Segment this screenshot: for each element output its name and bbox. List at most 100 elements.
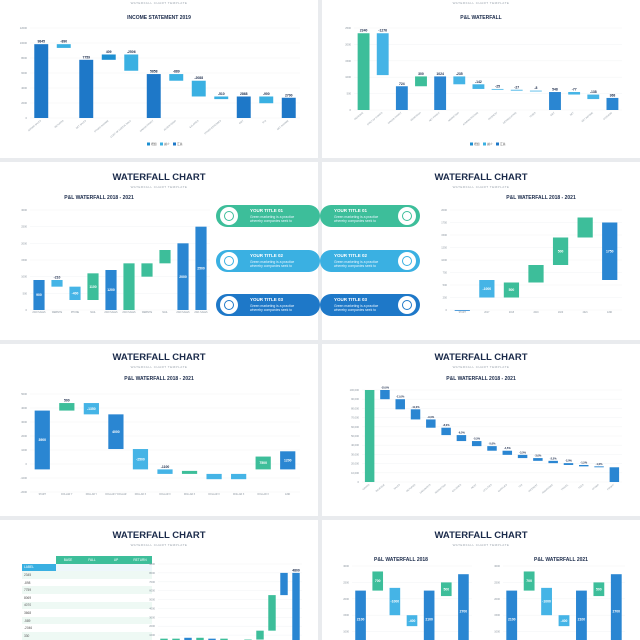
table-cell — [80, 609, 104, 617]
data-label: -889 — [173, 70, 180, 74]
table-cell: 4070 — [22, 601, 56, 610]
title-card-right-3[interactable]: YOUR TITLE 03 Green marketing is a pract… — [320, 294, 420, 316]
table-cell: -898 — [22, 578, 56, 587]
table-cell — [128, 631, 152, 640]
bar — [529, 90, 542, 92]
table-cell — [80, 601, 104, 610]
table-cell — [80, 616, 104, 625]
table-cell: -589 — [22, 616, 56, 625]
bar — [609, 467, 620, 482]
waterfall-chart-pl: 2500 2000 1500 1000 500 0 2340 REVENUE -1276 COST… — [345, 26, 622, 146]
title-card-left-2[interactable]: YOUR TITLE 02 Green marketing is a pract… — [216, 250, 320, 272]
x-tick-label: WEBSITE — [142, 312, 153, 314]
slide-title: WATERFALL CHART — [434, 172, 528, 183]
bar — [415, 76, 427, 87]
table-row: 330 — [22, 631, 152, 640]
x-tick-label: WEBSITE — [52, 312, 63, 314]
slide-8: WATERFALL CHART WATERFALL CHART TEMPLATE… — [322, 520, 640, 640]
bar — [441, 427, 451, 436]
x-tick-label: RENT — [471, 484, 478, 490]
x-tick-label: TRAVEL — [560, 483, 569, 491]
x-tick-label: 2019 — [533, 312, 539, 314]
title-card-right-1[interactable]: YOUR TITLE 01 Green marketing is a pract… — [320, 205, 420, 227]
x-tick-label: SALARIES — [452, 483, 463, 493]
data-label: -11,0% — [396, 395, 405, 399]
table-cell — [56, 571, 80, 579]
data-label: 4000 — [112, 430, 120, 434]
chart-title: P&L WATERFALL 2018 - 2021 — [446, 376, 516, 382]
slide-subtitle: WATERFALL CHART TEMPLATE — [130, 1, 188, 5]
title-card-left-3[interactable]: YOUR TITLE 03 Green marketing is a pract… — [216, 294, 320, 316]
data-label: -400 — [72, 292, 79, 296]
y-tick-label: 4000 — [149, 606, 155, 610]
y-tick-label: 2500 — [494, 580, 500, 584]
x-tick-label: REVENUE — [376, 484, 386, 493]
bar — [157, 469, 173, 474]
y-tick-label: 100,000 — [350, 388, 360, 392]
bar — [83, 403, 99, 415]
table-cell: -2046 — [22, 624, 56, 632]
y-tick-label: 500 — [443, 283, 448, 287]
table-cell: 330 — [22, 631, 56, 640]
data-label: 3900 — [38, 438, 46, 442]
bar — [587, 94, 600, 100]
x-tick-label: NET INCOME — [582, 112, 595, 123]
x-tick-label: RETURNS — [406, 484, 416, 493]
bar — [423, 590, 435, 640]
x-tick-label: DEPRECIATION — [502, 111, 517, 124]
table-cell — [128, 616, 152, 625]
data-label: -6,5% — [458, 431, 465, 435]
legend-label: 汇总 — [500, 142, 506, 146]
table-row: -898 — [22, 578, 152, 587]
table-cell — [104, 624, 128, 632]
handshake-icon — [398, 296, 416, 314]
x-tick-label: COST OF GOODS — [367, 112, 383, 126]
data-label: 1200 — [107, 288, 115, 292]
x-tick-label: END — [607, 312, 612, 314]
bar — [255, 456, 271, 470]
bar — [552, 237, 569, 265]
x-tick-label: ADMINISTRATION — [462, 111, 479, 126]
y-tick-label: 1000 — [441, 258, 447, 262]
x-tick-label: DOLLAR X — [159, 493, 171, 496]
card-text: Green marketing is a practice whereby co… — [334, 260, 379, 269]
table-cell — [104, 586, 128, 594]
bar — [456, 435, 467, 442]
title-card-left-1[interactable]: YOUR TITLE 01 Green marketing is a pract… — [216, 205, 320, 227]
legend-label: 汇总 — [177, 142, 183, 146]
bar — [576, 590, 587, 640]
table-cell — [80, 593, 104, 602]
bar — [594, 466, 604, 468]
data-label: -900 — [263, 92, 270, 96]
table-header: UP — [104, 556, 128, 564]
y-tick-label: 5000 — [149, 598, 155, 602]
x-tick-label: PROFIT — [607, 484, 615, 491]
y-tick-label: 60,000 — [351, 425, 359, 429]
table-cell — [56, 593, 80, 602]
bar — [195, 226, 207, 310]
y-tick-label: 1500 — [21, 258, 27, 262]
data-label: 2700 — [613, 609, 621, 613]
x-tick-label: DOLLAR X — [135, 493, 147, 496]
x-tick-label: NET INCOME — [277, 120, 290, 131]
table-cell — [104, 631, 128, 640]
waterfall-chart-dollars: 5000 4000 3000 2000 1000 0 -1000 -2000 3900 START… — [20, 392, 300, 496]
title-card-right-2[interactable]: YOUR TITLE 02 Green marketing is a pract… — [320, 250, 420, 272]
table-cell — [56, 624, 80, 632]
table-cell — [80, 586, 104, 594]
legend-swatch — [147, 142, 150, 146]
card-title: YOUR TITLE 03 — [334, 297, 368, 302]
bar — [395, 86, 408, 110]
x-tick-label: 2018 SALES — [32, 311, 46, 314]
slide-subtitle: WATERFALL CHART TEMPLATE — [452, 543, 510, 547]
y-tick-label: 500 — [347, 92, 352, 96]
table-cell — [56, 601, 80, 610]
x-tick-label: DOLLAR X — [208, 493, 220, 496]
y-tick-label: 0 — [26, 116, 28, 120]
bar — [528, 265, 544, 283]
y-tick-label: 80,000 — [351, 406, 359, 410]
x-tick-label: NET — [570, 112, 575, 117]
table-cell — [56, 609, 80, 617]
bar — [410, 409, 421, 420]
table-cell: 3668 — [22, 609, 56, 617]
